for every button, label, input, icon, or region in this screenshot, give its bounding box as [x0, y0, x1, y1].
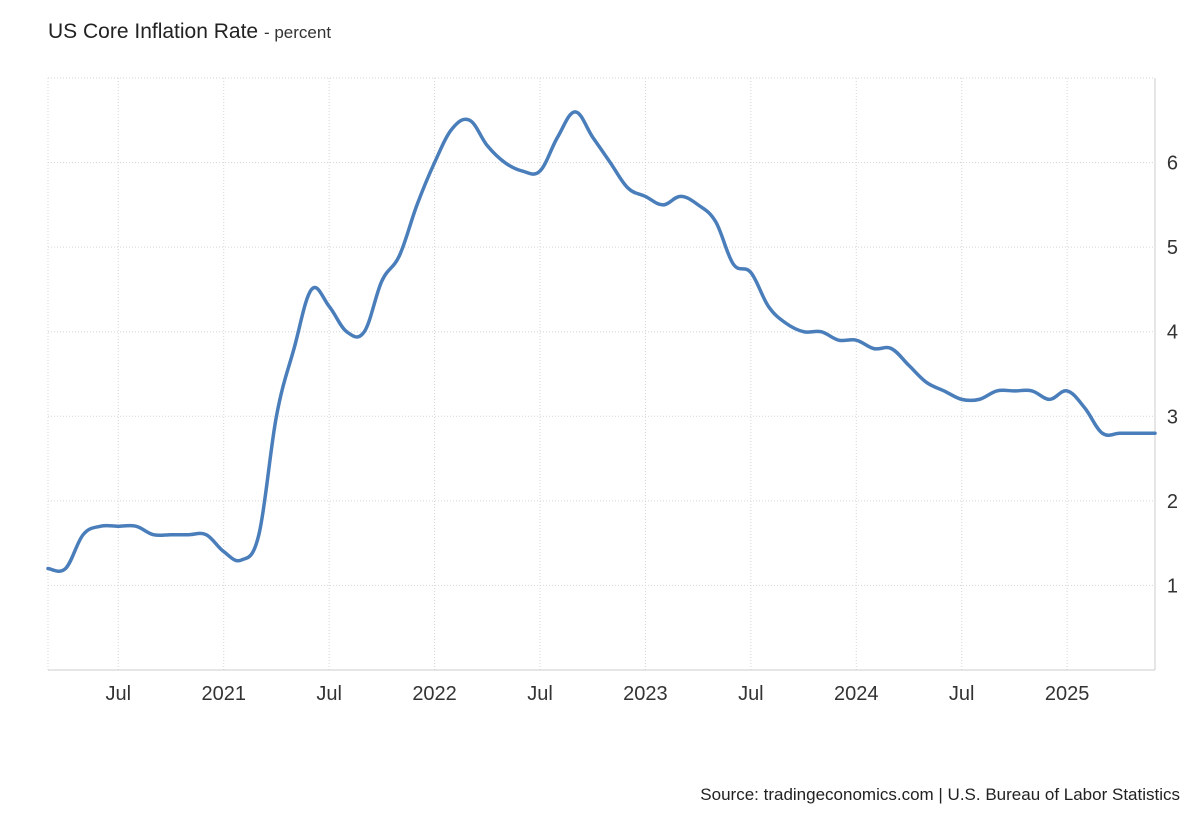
data-point — [502, 160, 507, 165]
data-point — [397, 253, 402, 258]
data-point — [169, 532, 174, 537]
x-tick-label: Jul — [738, 683, 764, 705]
data-point — [766, 304, 771, 309]
data-point — [292, 346, 297, 351]
y-tick-label: 3 — [1167, 406, 1178, 428]
y-tick-label: 2 — [1167, 491, 1178, 513]
chart-title: US Core Inflation Rate - percent — [48, 20, 331, 44]
data-point — [221, 549, 226, 554]
data-point — [133, 524, 138, 529]
data-point — [239, 558, 244, 563]
data-point — [731, 262, 736, 267]
y-tick-label: 1 — [1167, 575, 1178, 597]
line-chart: 1 2 3 4 5 6 Jul 2021 Jul 2022 Jul 2023 Jul 2024 Jul 202… — [46, 77, 1178, 705]
data-point — [1117, 431, 1122, 436]
data-point — [344, 329, 349, 334]
data-point — [274, 414, 279, 419]
data-point — [1047, 397, 1052, 402]
data-point — [256, 532, 261, 537]
data-point — [819, 329, 824, 334]
data-point — [485, 143, 490, 148]
data-point — [81, 532, 86, 537]
data-point — [98, 524, 103, 529]
x-tick-label: 2022 — [412, 683, 457, 705]
data-point — [116, 524, 121, 529]
data-point — [889, 346, 894, 351]
data-point — [977, 397, 982, 402]
data-point — [450, 126, 455, 131]
data-point — [871, 346, 876, 351]
y-tick-label: 5 — [1167, 237, 1178, 259]
data-point — [327, 304, 332, 309]
data-point — [661, 202, 666, 207]
data-point — [415, 202, 420, 207]
data-point — [151, 532, 156, 537]
data-point — [696, 202, 701, 207]
data-point — [625, 185, 630, 190]
data-point — [186, 532, 191, 537]
data-point — [1135, 431, 1140, 436]
chart-unit: - percent — [263, 23, 332, 42]
data-point — [555, 135, 560, 140]
x-tick-label: 2023 — [623, 683, 668, 705]
x-tick-label: Jul — [949, 683, 975, 705]
data-point — [854, 338, 859, 343]
data-point — [924, 380, 929, 385]
data-point — [538, 169, 543, 174]
x-tick-label: 2024 — [834, 683, 879, 705]
data-point — [1082, 405, 1087, 410]
data-point — [590, 135, 595, 140]
data-point — [713, 219, 718, 224]
data-point — [959, 397, 964, 402]
source-note: Source: tradingeconomics.com | U.S. Bure… — [700, 785, 1180, 804]
x-tick-label: Jul — [527, 683, 553, 705]
data-point — [942, 388, 947, 393]
data-point — [748, 270, 753, 275]
data-point — [608, 160, 613, 165]
data-point — [678, 194, 683, 199]
data-point — [907, 363, 912, 368]
x-tick-label: 2025 — [1045, 683, 1090, 705]
data-point — [643, 194, 648, 199]
data-point — [1153, 431, 1158, 436]
core-inflation-series-line — [46, 110, 1157, 573]
chart-title-text: US Core Inflation Rate — [48, 20, 259, 43]
data-point — [432, 160, 437, 165]
data-point — [573, 109, 578, 114]
data-point — [801, 329, 806, 334]
data-point — [520, 169, 525, 174]
data-point — [1065, 388, 1070, 393]
y-tick-label: 4 — [1167, 322, 1178, 344]
data-point — [1100, 431, 1105, 436]
data-point — [379, 278, 384, 283]
data-point — [63, 566, 68, 571]
x-tick-label: Jul — [105, 683, 131, 705]
data-point — [1012, 388, 1017, 393]
data-point — [204, 532, 209, 537]
y-tick-label: 6 — [1167, 153, 1178, 175]
x-tick-label: Jul — [316, 683, 342, 705]
data-point — [784, 321, 789, 326]
data-point — [309, 287, 314, 292]
data-point — [467, 118, 472, 123]
data-point — [1030, 388, 1035, 393]
x-tick-label: 2021 — [201, 683, 246, 705]
data-point — [994, 388, 999, 393]
data-point — [46, 566, 51, 571]
data-point — [362, 329, 367, 334]
data-point — [836, 338, 841, 343]
